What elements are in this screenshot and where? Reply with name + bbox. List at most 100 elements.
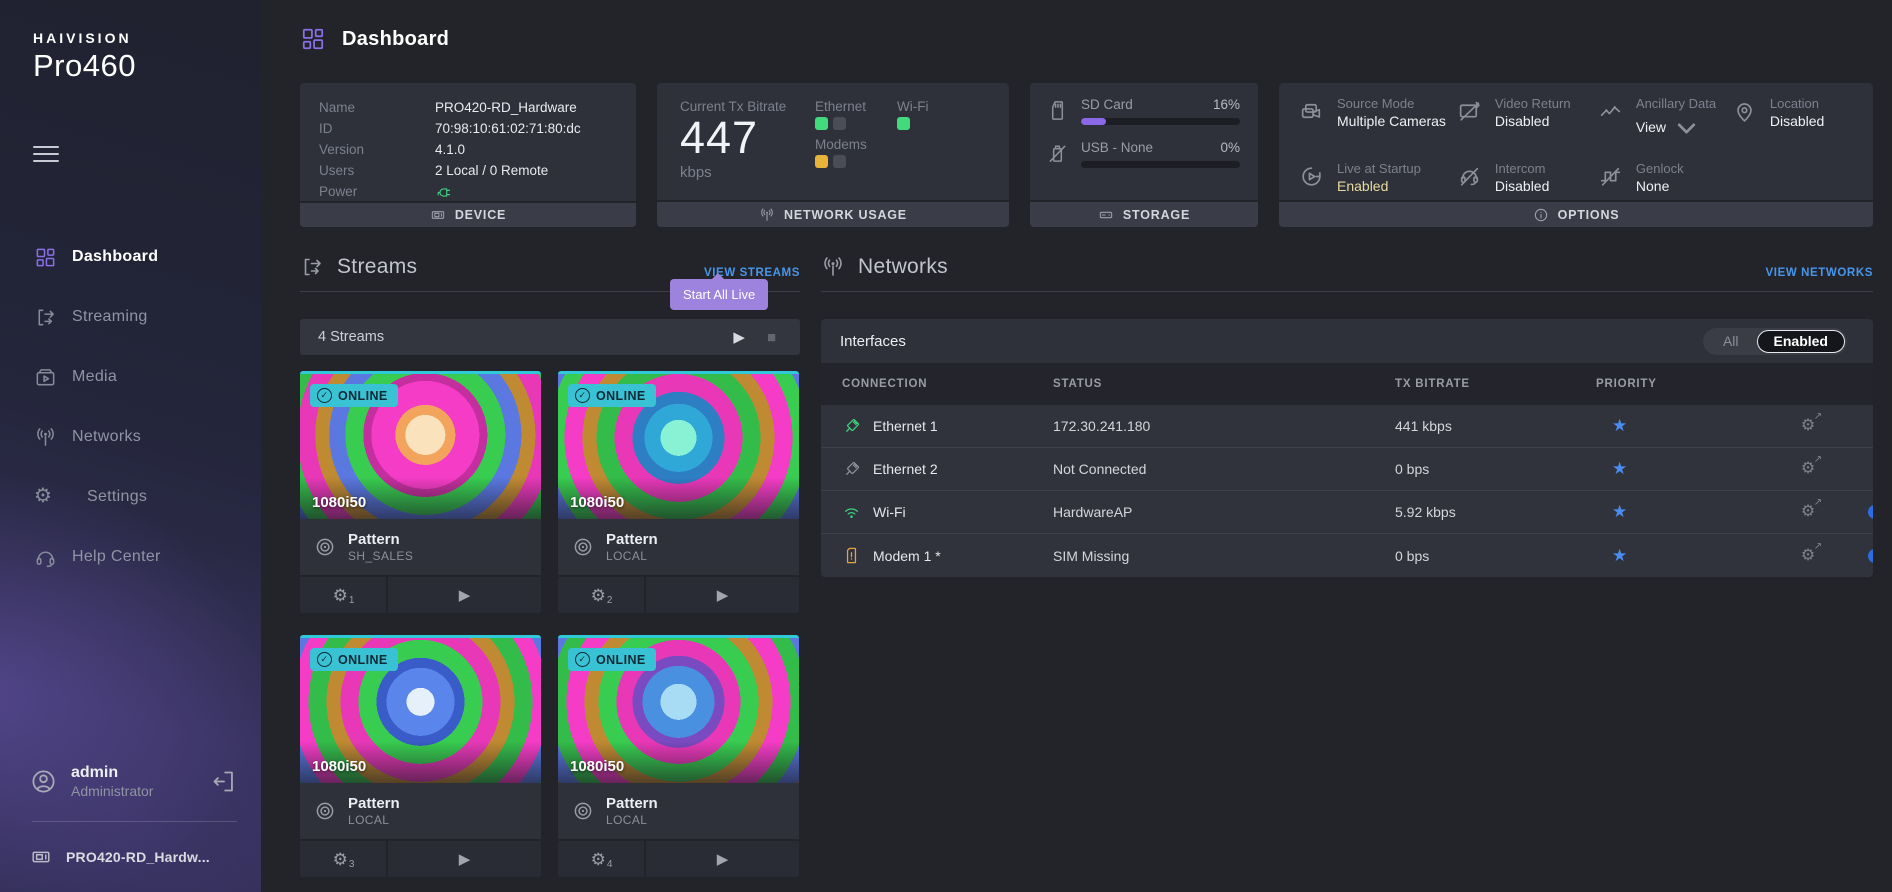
filter-all-button[interactable]: All [1722, 333, 1739, 349]
priority-star-icon[interactable]: ★ [1612, 416, 1628, 435]
table-row-ethernet-2[interactable]: Ethernet 2 Not Connected 0 bps ★ ⚙ ↗ [821, 448, 1873, 491]
intercom-off-icon [1457, 164, 1482, 189]
device-name-row[interactable]: PRO420-RD_Hardw... [30, 846, 237, 868]
streams-header: Streams VIEW STREAMS [300, 255, 800, 292]
interface-settings-icon[interactable]: ⚙ ↗ [1800, 411, 1823, 434]
stop-all-streams-button[interactable]: ■ [766, 328, 776, 346]
sidebar-item-streaming[interactable]: Streaming [0, 287, 261, 347]
summary-cards-row: Name PRO420-RD_Hardware ID 70:98:10:61:0… [300, 83, 1873, 227]
option-value: Multiple Cameras [1337, 113, 1446, 129]
wifi-icon [842, 503, 861, 522]
stream-thumbnail[interactable]: ✓ ONLINE 1080i50 [300, 635, 541, 783]
connection-status: SIM Missing [1053, 547, 1130, 564]
priority-star-icon[interactable]: ★ [1612, 459, 1628, 478]
sidebar-item-label: Settings [87, 488, 148, 505]
sd-card-storage-item: SD Card 16% [1046, 97, 1240, 125]
stream-thumbnail[interactable]: ✓ ONLINE 1080i50 [558, 371, 799, 519]
stream-config-button[interactable]: ⚙ 4 [558, 841, 646, 877]
device-card-footer: DEVICE [300, 201, 636, 227]
column-header-status: STATUS [1053, 378, 1103, 390]
device-monitor-icon [30, 846, 52, 868]
logout-icon[interactable] [210, 768, 237, 795]
stream-thumbnail[interactable]: ✓ ONLINE 1080i50 [300, 371, 541, 519]
stream-play-button[interactable]: ▶ [458, 851, 471, 868]
device-card-body: Name PRO420-RD_Hardware ID 70:98:10:61:0… [300, 83, 636, 201]
interface-settings-icon[interactable]: ⚙ ↗ [1800, 540, 1823, 564]
device-name-label: PRO420-RD_Hardw... [66, 849, 210, 865]
sidebar-item-help-center[interactable]: Help Center [0, 527, 261, 587]
column-header-tx-bitrate: TX BITRATE [1395, 378, 1470, 390]
sidebar-item-label: Networks [72, 428, 142, 445]
stream-name: Pattern [606, 795, 658, 812]
sidebar-bottom: admin Administrator PRO420-RD_Hardw... [0, 764, 261, 892]
drive-icon [1098, 207, 1114, 223]
resolution-label: 1080i50 [312, 758, 367, 775]
dashboard-grid-icon [300, 26, 326, 52]
sidebar-item-media[interactable]: Media [0, 347, 261, 407]
resolution-label: 1080i50 [570, 758, 625, 775]
ethernet-icon [842, 460, 861, 479]
priority-star-icon[interactable]: ★ [1612, 502, 1628, 521]
view-networks-link[interactable]: VIEW NETWORKS [1765, 267, 1873, 279]
table-row-wifi[interactable]: Wi-Fi HardwareAP 5.92 kbps ★ ⚙ ↗ [821, 491, 1873, 534]
interfaces-filter: All Enabled [1702, 327, 1847, 355]
status-badge-label: ONLINE [596, 388, 646, 403]
connection-status: 172.30.241.180 [1053, 418, 1151, 434]
table-row-ethernet-1[interactable]: Ethernet 1 172.30.241.180 441 kbps ★ ⚙ ↗ [821, 405, 1873, 448]
ancillary-data-dropdown[interactable]: View [1636, 113, 1716, 141]
check-circle-icon: ✓ [317, 388, 332, 403]
camera-icon [1299, 99, 1324, 124]
stream-config-button[interactable]: ⚙ 3 [300, 841, 388, 877]
interface-settings-icon[interactable]: ⚙ ↗ [1800, 454, 1823, 477]
interface-settings-icon[interactable]: ⚙ ↗ [1800, 497, 1823, 520]
location-pin-icon [1732, 99, 1757, 124]
stream-play-button[interactable]: ▶ [458, 587, 471, 604]
option-source-mode: Source Mode Multiple Cameras [1299, 96, 1457, 148]
sidebar-item-dashboard[interactable]: Dashboard [0, 227, 261, 287]
connection-bitrate: 5.92 kbps [1395, 504, 1456, 520]
option-intercom: Intercom Disabled [1457, 161, 1598, 201]
connection-name: Modem 1 * [873, 547, 941, 564]
storage-card: SD Card 16% USB - None 0% [1030, 83, 1258, 227]
hamburger-menu-icon[interactable] [33, 141, 59, 167]
stream-thumbnail[interactable]: ✓ ONLINE 1080i50 [558, 635, 799, 783]
stream-source: LOCAL [606, 813, 648, 827]
field-label: Name [319, 100, 356, 115]
interface-enable-toggle[interactable] [1868, 548, 1873, 563]
modems-label: Modems [815, 137, 867, 152]
options-card: Source Mode Multiple Cameras Video Retur… [1279, 83, 1873, 227]
genlock-off-icon [1598, 164, 1623, 189]
pattern-target-icon [572, 536, 594, 558]
sim-warning-icon [842, 546, 861, 565]
stream-config-button[interactable]: ⚙ 2 [558, 577, 646, 613]
option-value: Disabled [1494, 177, 1550, 194]
pattern-target-icon [572, 800, 594, 822]
stream-play-button[interactable]: ▶ [716, 851, 729, 868]
view-streams-link[interactable]: VIEW STREAMS [703, 267, 800, 279]
sidebar-item-settings[interactable]: ⚙ Settings [0, 467, 261, 527]
stream-play-button[interactable]: ▶ [716, 587, 729, 604]
stream-config-button[interactable]: ⚙ 1 [300, 577, 388, 613]
interface-enable-toggle[interactable] [1868, 505, 1873, 519]
connection-name: Ethernet 1 [873, 418, 938, 434]
interfaces-panel-head: Interfaces All Enabled [821, 319, 1873, 363]
filter-enabled-button[interactable]: Enabled [1756, 329, 1845, 353]
modem-2-status-square [833, 155, 846, 168]
chevron-down-icon [1674, 116, 1699, 141]
stream-name: Pattern [348, 795, 400, 812]
start-all-live-tooltip: Start All Live [670, 273, 769, 310]
stream-actions: ⚙ 3 ▶ [300, 839, 541, 877]
start-all-streams-button[interactable]: ▶ [733, 329, 745, 346]
table-row-modem-1[interactable]: Modem 1 * SIM Missing 0 bps ★ ⚙ ↗ [821, 534, 1873, 577]
ethernet-label: Ethernet [815, 99, 867, 114]
stream-index: 1 [348, 594, 355, 606]
stream-source: SH_SALES [348, 549, 414, 563]
card-footer-label: NETWORK USAGE [784, 207, 907, 222]
stream-index: 4 [606, 858, 613, 870]
tx-bitrate-block: Current Tx Bitrate 447 kbps [680, 99, 815, 200]
sidebar-item-networks[interactable]: Networks [0, 407, 261, 467]
field-label: Power [319, 184, 358, 199]
stream-card: ✓ ONLINE 1080i50 Pattern LOCAL ⚙ 4 [558, 635, 799, 877]
usb-storage-item: USB - None 0% [1046, 140, 1240, 168]
priority-star-icon[interactable]: ★ [1612, 545, 1628, 565]
